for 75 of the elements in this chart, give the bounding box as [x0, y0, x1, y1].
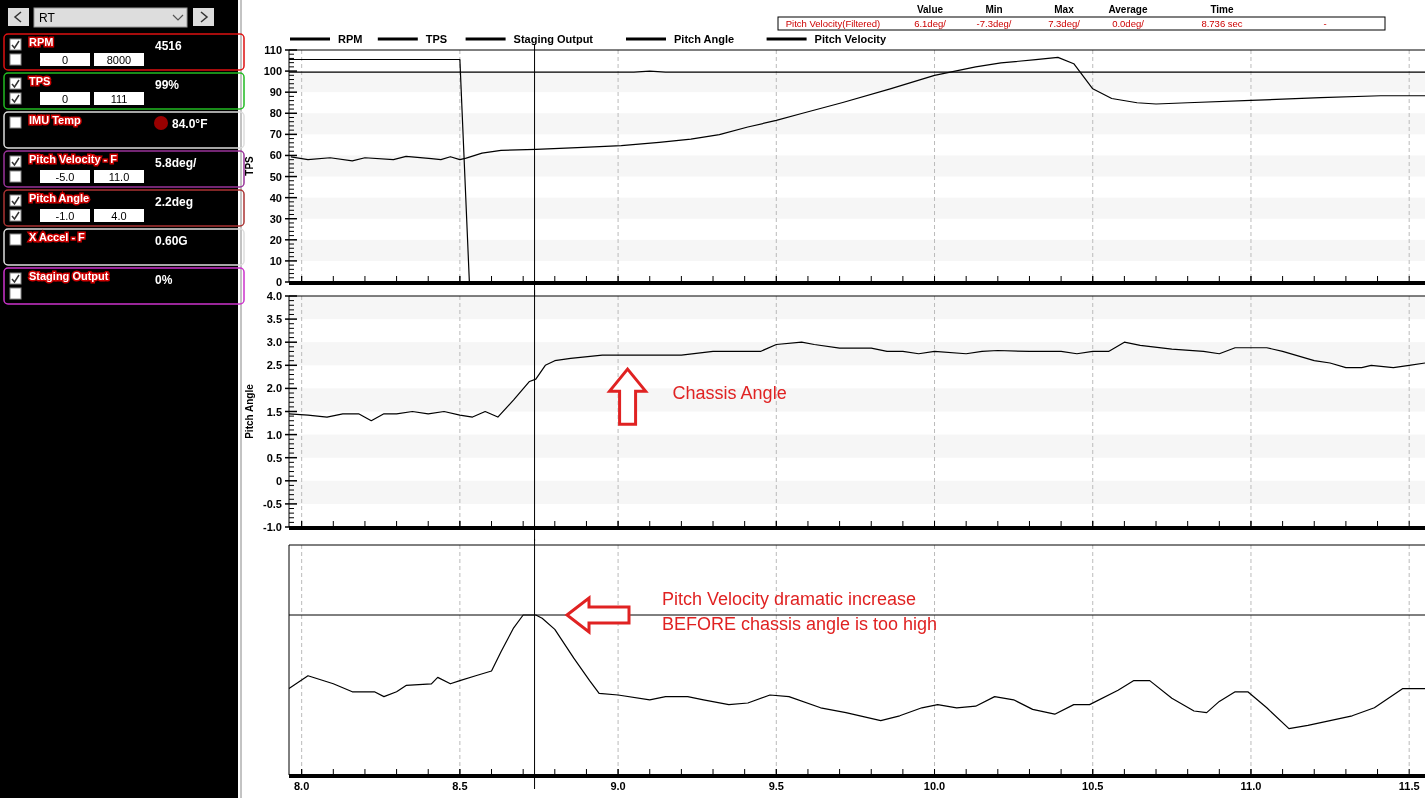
y-tick-label: 3.5 — [266, 313, 282, 326]
text: Time — [1210, 4, 1235, 15]
text: 2.2deg — [155, 195, 194, 209]
text: 7.3deg/ — [1048, 18, 1081, 29]
y-tick-label: 50 — [269, 170, 282, 183]
x-tick-label: 8.0 — [294, 780, 310, 792]
text: 8.736 sec — [1201, 18, 1243, 29]
text: RPM — [29, 36, 54, 48]
text: Pitch Velocity — [814, 33, 887, 45]
y-tick-label: 1.5 — [266, 405, 282, 418]
y-tick-label: 3.0 — [266, 336, 282, 349]
text: Pitch Velocity(Filtered) — [785, 18, 881, 29]
text: 0% — [155, 273, 173, 287]
text: 84.0°F — [172, 117, 208, 131]
text: 99% — [155, 78, 180, 92]
legend-label: TPS — [425, 33, 448, 45]
x-tick-label: 11.5 — [1398, 780, 1420, 792]
y-tick-label: 80 — [269, 107, 282, 120]
y-tick-label: 10 — [269, 254, 282, 267]
legend-label: RPM — [338, 33, 363, 45]
y-tick-label: -1.0 — [263, 521, 282, 533]
y-tick-label: 70 — [269, 128, 282, 141]
text: RT — [39, 11, 56, 25]
text: TPS — [29, 75, 51, 87]
text: 111 — [110, 93, 128, 105]
text: -7.3deg/ — [976, 18, 1012, 29]
y-tick-label: 2.0 — [266, 382, 282, 395]
text: Min — [985, 4, 1003, 15]
y-tick-label: 2.5 — [266, 359, 282, 372]
y-tick-label: 30 — [269, 212, 282, 225]
text: -1.0 — [55, 210, 75, 222]
y-tick-label: 4.0 — [266, 290, 282, 302]
text: Pitch Angle — [29, 192, 90, 204]
text: - — [1323, 18, 1327, 29]
x-tick-label: 9.0 — [610, 780, 626, 792]
y-tick-label: 20 — [269, 233, 282, 246]
text: 0 — [61, 54, 69, 66]
y-tick-label: 100 — [263, 65, 282, 78]
text: Average — [1108, 4, 1148, 15]
text: 6.1deg/ — [914, 18, 947, 29]
text: 4.0 — [111, 210, 127, 222]
text: Staging Output — [29, 270, 109, 282]
text: Pitch Velocity - F — [29, 153, 118, 165]
y-tick-label: 0.5 — [266, 451, 282, 464]
y-tick-label: -0.5 — [263, 497, 282, 510]
y-axis-title: TPS — [244, 155, 255, 176]
text: X Accel - F — [29, 231, 86, 243]
y-tick-label: 110 — [264, 44, 282, 56]
text: -5.0 — [55, 171, 75, 183]
x-tick-label: 10.5 — [1082, 780, 1104, 792]
text: Pitch Angle — [674, 33, 735, 45]
annotation: Pitch Velocity dramatic increase BEFORE chassis angle is too high — [662, 589, 938, 634]
y-tick-label: 0 — [275, 474, 282, 487]
y-tick-label: 60 — [269, 149, 282, 162]
x-tick-label: 8.5 — [452, 780, 468, 792]
text: 0 — [61, 93, 69, 105]
text: Pitch Angle — [244, 383, 255, 439]
y-tick-label: 1.0 — [266, 428, 282, 441]
y-tick-label: 40 — [269, 191, 282, 204]
text: 8000 — [106, 54, 132, 66]
y-tick-label: 0 — [275, 276, 282, 288]
y-tick-label: 90 — [269, 86, 282, 99]
text: Value — [916, 4, 944, 15]
x-tick-label: 11.0 — [1240, 780, 1262, 792]
text: Max — [1054, 4, 1075, 15]
annotation: Chassis Angle — [672, 383, 787, 404]
text: 11.0 — [108, 171, 130, 183]
text: 0.0deg/ — [1112, 18, 1145, 29]
text: 5.8deg/ — [155, 156, 198, 170]
legend-label: Staging Output — [513, 33, 594, 45]
x-tick-label: 9.5 — [768, 780, 784, 792]
text: 0.60G — [155, 234, 188, 248]
text: IMU Temp — [29, 114, 82, 126]
x-tick-label: 10.0 — [923, 780, 946, 792]
text: 4516 — [155, 39, 183, 53]
